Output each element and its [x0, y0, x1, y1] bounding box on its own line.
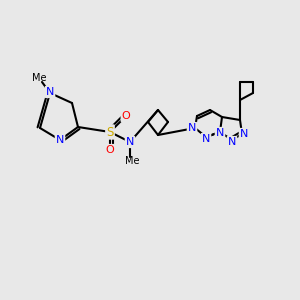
Text: N: N	[216, 128, 224, 138]
Text: N: N	[228, 137, 236, 147]
Text: N: N	[126, 137, 134, 147]
Text: O: O	[122, 111, 130, 121]
Text: N: N	[46, 87, 54, 97]
Text: N: N	[188, 123, 196, 133]
Text: N: N	[240, 129, 248, 139]
Text: O: O	[106, 145, 114, 155]
Text: Me: Me	[32, 73, 46, 83]
Text: Me: Me	[125, 156, 139, 166]
Text: N: N	[202, 134, 210, 144]
Text: N: N	[56, 135, 64, 145]
Text: S: S	[106, 125, 114, 139]
